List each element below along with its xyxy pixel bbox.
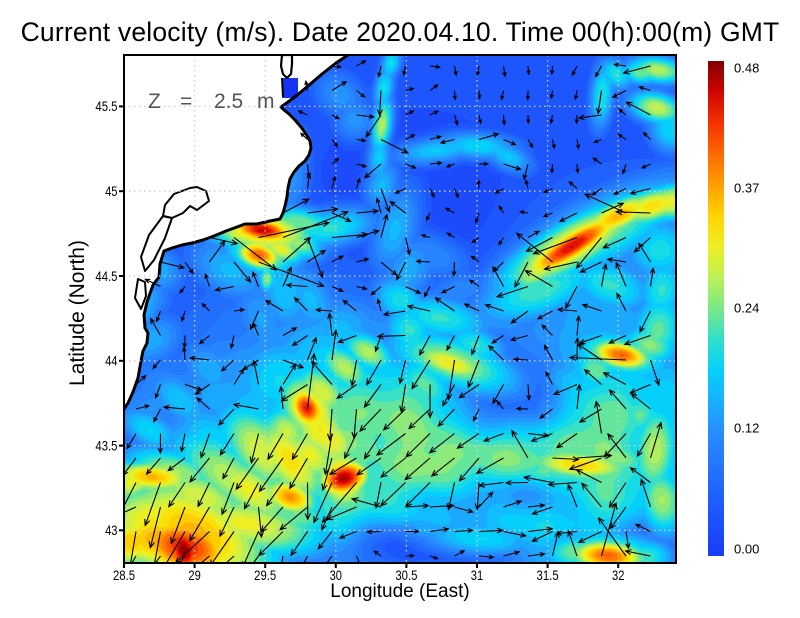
svg-text:29.5: 29.5 bbox=[254, 568, 276, 583]
svg-text:Longitude (East): Longitude (East) bbox=[330, 581, 469, 602]
svg-text:Z: Z bbox=[148, 90, 161, 113]
svg-text:45: 45 bbox=[105, 184, 117, 199]
svg-text:43: 43 bbox=[105, 523, 117, 538]
svg-text:44.5: 44.5 bbox=[95, 269, 117, 284]
svg-text:31.5: 31.5 bbox=[537, 568, 559, 583]
svg-text:31: 31 bbox=[471, 568, 483, 583]
svg-text:29: 29 bbox=[188, 568, 200, 583]
svg-text:32: 32 bbox=[612, 568, 624, 583]
svg-text:43.5: 43.5 bbox=[95, 438, 117, 453]
svg-text:0.24: 0.24 bbox=[734, 300, 759, 315]
svg-text:0.12: 0.12 bbox=[734, 420, 759, 435]
svg-text:Current velocity (m/s). Date 2: Current velocity (m/s). Date 2020.04.10.… bbox=[21, 17, 780, 47]
svg-text:44: 44 bbox=[105, 354, 118, 369]
svg-text:28.5: 28.5 bbox=[113, 568, 135, 583]
svg-text:Latitude (North): Latitude (North) bbox=[66, 240, 89, 386]
svg-text:30: 30 bbox=[330, 568, 342, 583]
svg-text:0.48: 0.48 bbox=[734, 60, 759, 75]
svg-text:m: m bbox=[257, 90, 275, 113]
svg-text:2.5: 2.5 bbox=[214, 90, 243, 113]
svg-text:0.37: 0.37 bbox=[734, 180, 759, 195]
svg-text:=: = bbox=[180, 90, 192, 113]
svg-text:30.5: 30.5 bbox=[395, 568, 417, 583]
svg-text:0.00: 0.00 bbox=[734, 541, 759, 556]
svg-text:45.5: 45.5 bbox=[95, 99, 117, 114]
